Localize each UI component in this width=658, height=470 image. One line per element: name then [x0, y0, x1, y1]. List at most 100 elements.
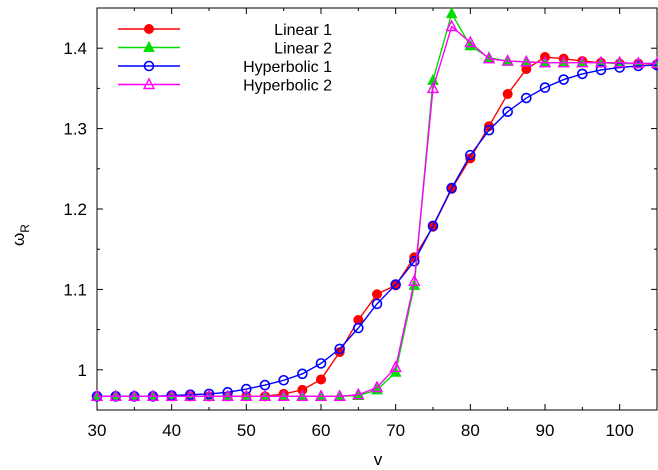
series-line [97, 64, 658, 398]
data-point [370, 380, 384, 393]
data-point [315, 358, 327, 369]
data-point [482, 51, 496, 64]
data-point [352, 387, 365, 400]
legend-item: Hyperbolic 1 [118, 59, 332, 76]
data-point [483, 124, 495, 136]
y-tick-label: 1.1 [63, 280, 87, 299]
data-point [258, 389, 272, 402]
data-point [372, 289, 382, 300]
data-point [632, 56, 645, 69]
x-tick-label: 40 [162, 421, 181, 440]
legend-label: Linear 2 [274, 41, 332, 58]
series-layer [90, 7, 658, 402]
y-tick-label: 1.2 [63, 200, 87, 219]
data-point [390, 279, 401, 290]
legend-swatch-marker [144, 24, 154, 34]
y-axis-label-subscript: R [18, 224, 32, 233]
data-point [445, 7, 458, 19]
legend-swatch-marker [143, 60, 155, 72]
series-line [97, 25, 657, 398]
data-point [165, 389, 178, 402]
data-point [221, 389, 234, 402]
data-point [502, 106, 513, 118]
data-point [128, 389, 141, 402]
plot-frame [96, 7, 658, 411]
data-point [427, 220, 439, 232]
series-hyperbolic-1 [91, 59, 658, 402]
data-point [241, 383, 252, 395]
y-tick-label: 1.4 [63, 39, 87, 58]
data-point [146, 389, 160, 402]
legend-label: Hyperbolic 2 [243, 78, 332, 95]
x-tick-label: 70 [386, 421, 405, 440]
x-axis: 30 40 50 60 70 80 90 100 [88, 8, 634, 440]
series-linear-2 [91, 7, 658, 401]
data-point [520, 54, 533, 67]
data-point [353, 322, 364, 334]
data-point [408, 274, 421, 287]
data-point [334, 343, 345, 355]
svg-text:ωR: ωR [9, 224, 32, 246]
x-tick-label: 30 [88, 421, 107, 440]
data-point [464, 35, 477, 48]
data-point [333, 389, 346, 402]
x-tick-label: 50 [237, 421, 256, 440]
data-point [371, 298, 383, 310]
x-tick-label: 60 [312, 421, 331, 440]
x-tick-label: 90 [536, 421, 555, 440]
y-tick-label: 1.3 [63, 120, 87, 139]
x-tick-label: 100 [605, 421, 633, 440]
plot-area [96, 7, 658, 411]
data-point [501, 54, 514, 66]
data-point [278, 374, 289, 386]
data-point [109, 389, 122, 402]
legend-item: Linear 2 [118, 41, 332, 58]
y-axis-label: ω [9, 233, 28, 246]
data-point [445, 19, 458, 32]
legend-swatch-marker [143, 40, 155, 52]
data-point [465, 153, 476, 164]
series-hyperbolic-2 [90, 19, 658, 402]
data-point [314, 389, 328, 402]
data-point [558, 74, 569, 85]
data-point [502, 89, 513, 100]
data-point [277, 389, 290, 402]
y-tick-label: 1 [78, 361, 87, 380]
data-point [465, 149, 476, 161]
y-axis-label-group: ωR [9, 224, 32, 246]
y-axis: 1 1.1 1.2 1.3 1.4 [63, 7, 657, 411]
data-point [539, 82, 551, 93]
data-point [650, 56, 658, 69]
data-point [90, 389, 104, 402]
x-tick-label: 80 [461, 421, 480, 440]
data-point [409, 255, 420, 267]
data-point [184, 389, 197, 402]
data-point [594, 55, 608, 68]
series-line [97, 56, 658, 398]
data-point [296, 389, 309, 402]
legend-item: Hyperbolic 2 [118, 77, 332, 95]
data-point [521, 92, 532, 104]
data-point [595, 64, 607, 76]
data-point [202, 389, 216, 402]
legend-swatch-marker [142, 77, 156, 90]
data-point [557, 55, 570, 68]
data-point [613, 55, 626, 68]
data-point [240, 389, 253, 402]
data-point [316, 374, 326, 385]
series-line [97, 11, 657, 398]
data-point [577, 68, 588, 80]
data-point [353, 314, 364, 325]
legend-label: Linear 1 [274, 22, 332, 39]
data-point [389, 360, 402, 373]
legend-label: Hyperbolic 1 [243, 59, 332, 76]
data-point [576, 55, 589, 68]
legend-item: Linear 1 [118, 22, 332, 39]
series-linear-1 [92, 52, 658, 402]
data-point [538, 55, 552, 68]
data-point [297, 368, 308, 380]
data-point [426, 81, 440, 94]
